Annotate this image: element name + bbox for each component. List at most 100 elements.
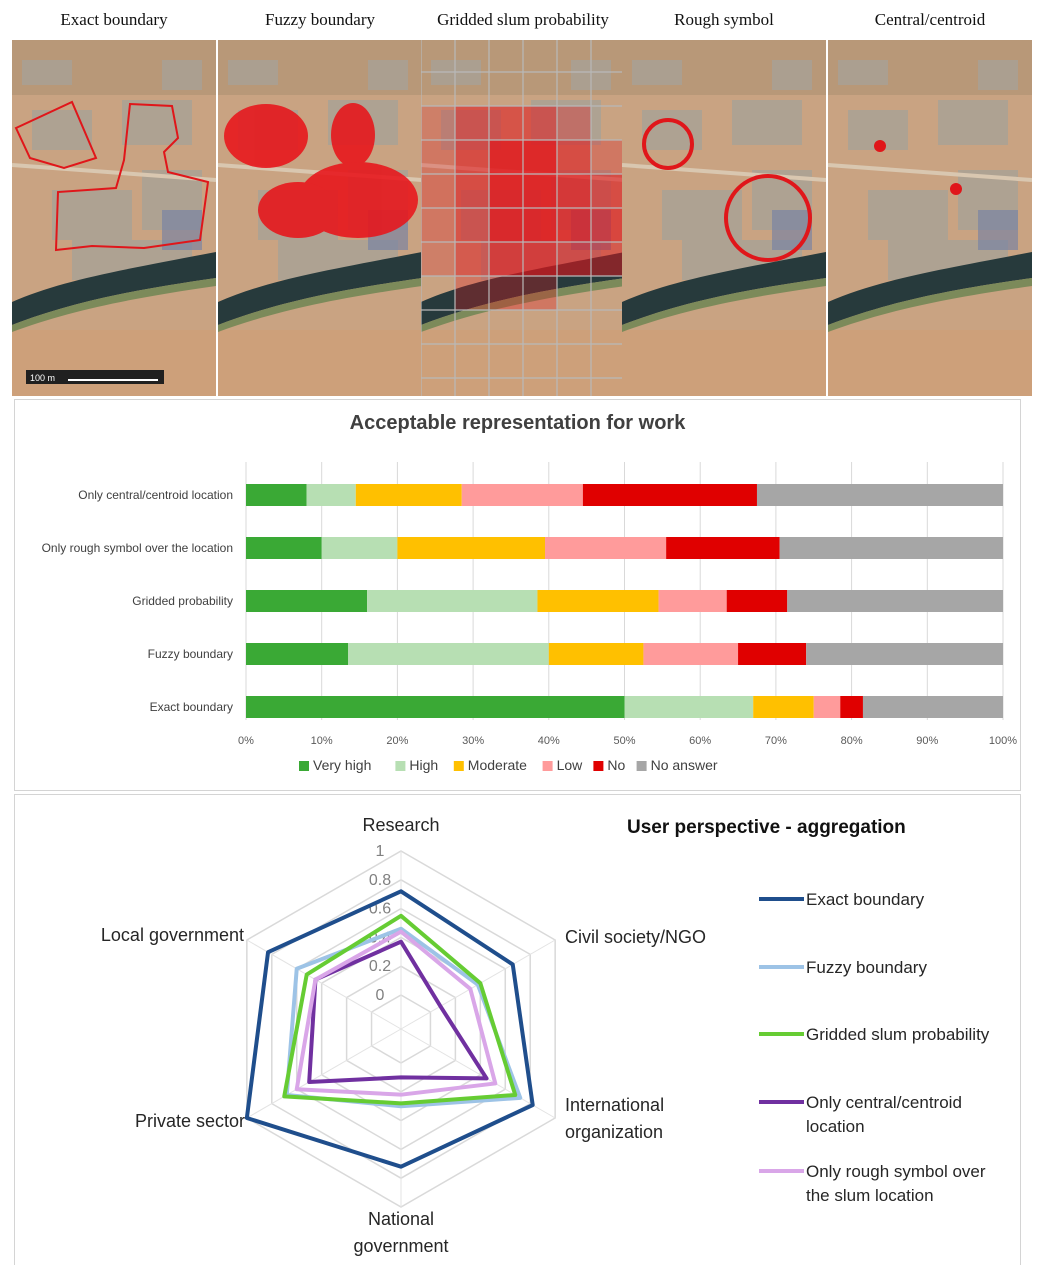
grid-probability-cell xyxy=(489,242,523,276)
legend-label: Very high xyxy=(313,757,371,773)
radar-legend-label: Fuzzy boundary xyxy=(806,958,927,977)
grid-probability-cell xyxy=(557,106,591,140)
bar-segment xyxy=(726,590,788,612)
map-fuzzy-boundary xyxy=(218,40,422,396)
radar-legend-label: the slum location xyxy=(806,1186,934,1205)
terrain-south xyxy=(218,330,422,396)
scale-bar-label: 100 m xyxy=(30,373,55,383)
grid-probability-cell xyxy=(455,242,489,276)
category-label: Exact boundary xyxy=(150,700,233,714)
grid-probability-cell xyxy=(455,140,489,174)
settlement-block xyxy=(22,60,72,85)
panel-title-fuzzy: Fuzzy boundary xyxy=(264,10,375,29)
settlement-block xyxy=(978,60,1018,90)
radar-chart-title: User perspective - aggregation xyxy=(627,817,906,838)
grid-probability-cell xyxy=(455,106,489,140)
x-tick-label: 70% xyxy=(765,735,787,747)
road xyxy=(622,163,826,182)
settlement-roofs xyxy=(772,210,812,250)
grid-probability-cell xyxy=(523,174,557,208)
radar-series-line xyxy=(244,889,535,1169)
settlement-block xyxy=(772,60,812,90)
settlement-block xyxy=(122,100,192,145)
settlement-block xyxy=(838,60,888,85)
legend-label: No xyxy=(607,757,625,773)
map-centroid xyxy=(828,40,1032,396)
grid-probability-cell xyxy=(523,208,557,242)
settlement-block xyxy=(162,60,202,90)
bar-segment xyxy=(806,643,1003,665)
river xyxy=(218,252,422,325)
river xyxy=(622,252,826,325)
centroid-point xyxy=(950,183,962,195)
category-label: Only rough symbol over the location xyxy=(42,541,233,555)
legend-label: No answer xyxy=(651,757,718,773)
settlement-block xyxy=(938,100,1008,145)
fuzzy-boundary xyxy=(224,103,418,238)
bar-segment xyxy=(367,590,538,612)
settlement-block xyxy=(632,60,682,85)
grid-probability-cell xyxy=(489,174,523,208)
bar-segment xyxy=(246,537,322,559)
radar-legend-label: Exact boundary xyxy=(806,890,925,909)
settlement-block xyxy=(228,60,278,85)
legend-swatch xyxy=(593,761,604,771)
riverbank xyxy=(421,278,625,332)
bar-segment xyxy=(397,537,546,559)
grid-probability-cell xyxy=(489,208,523,242)
x-tick-label: 50% xyxy=(613,735,635,747)
radial-tick-label: 0.8 xyxy=(369,872,391,889)
river xyxy=(12,252,216,325)
radar-axis-label: government xyxy=(353,1236,448,1256)
exact-boundary-west xyxy=(14,100,98,170)
radar-series-line xyxy=(294,929,498,1097)
bar-segment xyxy=(779,537,1003,559)
x-tick-label: 20% xyxy=(386,735,408,747)
road xyxy=(828,163,1032,182)
radar-axis-label: Civil society/NGO xyxy=(565,927,706,947)
radar-legend-label: Only rough symbol over xyxy=(806,1162,986,1181)
category-label: Only central/centroid location xyxy=(78,488,233,502)
bar-segment xyxy=(840,696,863,718)
grid-probability-cell xyxy=(421,106,455,140)
centroid-point xyxy=(874,140,886,152)
legend-swatch xyxy=(542,761,553,771)
radar-legend-label: Gridded slum probability xyxy=(806,1025,990,1044)
legend-label: High xyxy=(409,757,438,773)
rough-symbol-large xyxy=(724,174,812,262)
bar-segment xyxy=(753,696,814,718)
panel-title-gridded: Gridded slum probability xyxy=(437,10,609,29)
grid-probability-cell xyxy=(557,140,591,174)
riverbank xyxy=(12,278,216,332)
bar-segment xyxy=(306,484,356,506)
map-exact-boundary: 100 m xyxy=(12,40,216,396)
legend-label: Low xyxy=(557,757,584,773)
riverbank xyxy=(828,278,1032,332)
grid-probability-cell xyxy=(591,174,625,208)
bar-segment xyxy=(545,537,667,559)
stacked-bar-chart: 0% 10% 20% 30% 40% 50% 60% 70% 80% 90% 100% Only ce… xyxy=(42,462,1017,773)
grid-probability-cell xyxy=(557,174,591,208)
legend-swatch xyxy=(299,761,309,771)
radar-chart-panel: User perspective - aggregation 0 0.2 0.4 0.… xyxy=(14,794,1021,1265)
x-tick-label: 60% xyxy=(689,735,711,747)
bar-segment xyxy=(321,537,398,559)
grid-probability-cell xyxy=(455,174,489,208)
bar-segment xyxy=(548,643,644,665)
grid-probability-cell xyxy=(421,174,455,208)
grid-probability-cell xyxy=(557,208,591,242)
radar-axis-label: Private sector xyxy=(135,1111,245,1131)
bar-segment xyxy=(643,643,739,665)
bar-segment xyxy=(658,590,727,612)
radar-axis-label: Research xyxy=(362,815,439,835)
map-gridded-probability xyxy=(421,40,625,396)
legend-swatch xyxy=(636,761,647,771)
grid-probability-cell xyxy=(523,106,557,140)
bar-segment xyxy=(862,696,1003,718)
radial-tick-label: 1 xyxy=(376,843,385,860)
x-tick-label: 0% xyxy=(238,735,254,747)
grid-probability-cell xyxy=(591,140,625,174)
grid-probability-cell xyxy=(421,140,455,174)
radar-axis-label: National xyxy=(368,1209,434,1229)
grid-probability-cell xyxy=(489,106,523,140)
